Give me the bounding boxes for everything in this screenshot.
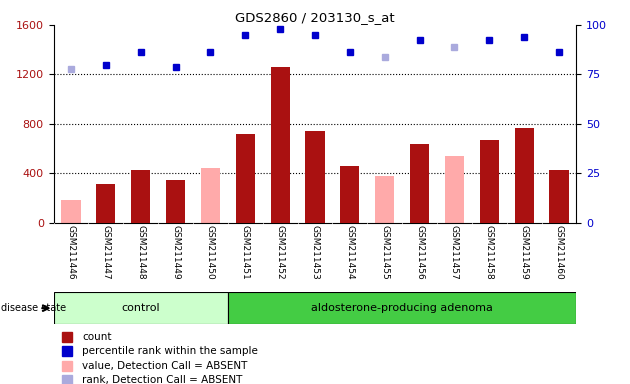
Bar — [340, 166, 360, 223]
Bar — [479, 140, 499, 223]
Bar — [54, 292, 228, 324]
Text: value, Detection Call = ABSENT: value, Detection Call = ABSENT — [83, 361, 248, 371]
Text: GSM211460: GSM211460 — [554, 225, 563, 280]
Text: GSM211452: GSM211452 — [276, 225, 285, 280]
Text: aldosterone-producing adenoma: aldosterone-producing adenoma — [311, 303, 493, 313]
Bar — [306, 131, 324, 223]
Bar — [166, 180, 185, 223]
Bar — [445, 156, 464, 223]
Title: GDS2860 / 203130_s_at: GDS2860 / 203130_s_at — [235, 11, 395, 24]
Bar — [61, 200, 81, 223]
Bar — [236, 134, 255, 223]
Text: GSM211448: GSM211448 — [136, 225, 145, 280]
Text: GSM211455: GSM211455 — [381, 225, 389, 280]
Bar — [228, 292, 576, 324]
Text: GSM211447: GSM211447 — [101, 225, 110, 280]
Bar — [549, 170, 569, 223]
Text: control: control — [122, 303, 160, 313]
Bar — [270, 67, 290, 223]
Text: GSM211451: GSM211451 — [241, 225, 249, 280]
Text: disease state: disease state — [1, 303, 66, 313]
Text: GSM211446: GSM211446 — [67, 225, 76, 280]
Bar — [131, 170, 151, 223]
Bar — [375, 176, 394, 223]
Text: GSM211456: GSM211456 — [415, 225, 424, 280]
Text: GSM211449: GSM211449 — [171, 225, 180, 280]
Bar — [96, 184, 115, 223]
Text: count: count — [83, 332, 112, 342]
Bar — [515, 127, 534, 223]
Bar — [201, 168, 220, 223]
Text: GSM211450: GSM211450 — [206, 225, 215, 280]
Text: percentile rank within the sample: percentile rank within the sample — [83, 346, 258, 356]
Text: rank, Detection Call = ABSENT: rank, Detection Call = ABSENT — [83, 375, 243, 384]
Bar — [410, 144, 429, 223]
Text: GSM211458: GSM211458 — [485, 225, 494, 280]
Text: GSM211454: GSM211454 — [345, 225, 354, 280]
Text: GSM211459: GSM211459 — [520, 225, 529, 280]
Text: GSM211453: GSM211453 — [311, 225, 319, 280]
Text: GSM211457: GSM211457 — [450, 225, 459, 280]
